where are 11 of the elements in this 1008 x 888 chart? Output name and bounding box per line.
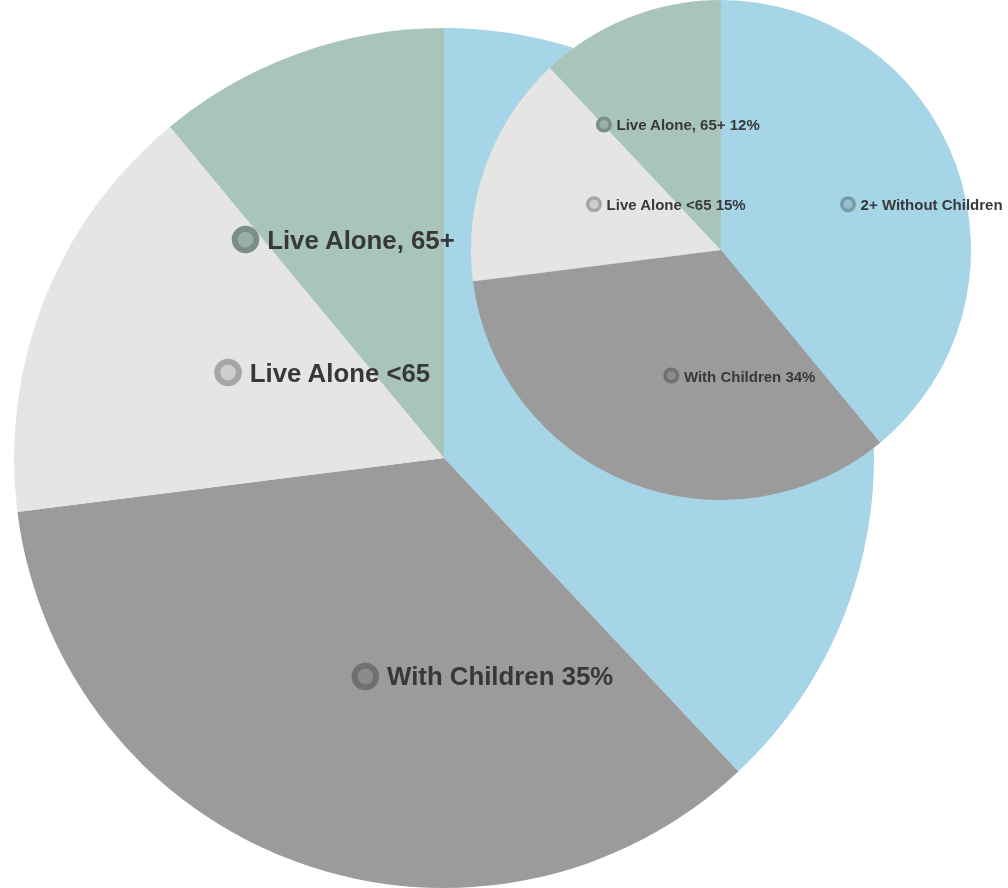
data-label: 15% [715, 195, 746, 213]
data-label: 35% [561, 662, 614, 691]
slice-label: Live Alone, 65+ [616, 115, 726, 133]
data-label: 12% [729, 115, 760, 133]
data-label: 34% [785, 367, 816, 385]
slice-label: Live Alone, 65+ [267, 225, 455, 254]
slice-label: With Children [683, 367, 782, 385]
slice-label: With Children [387, 662, 555, 691]
slice-label: 2+ Without Children [860, 195, 1003, 213]
slice-label: Live Alone <65 [249, 358, 431, 387]
slice-label: Live Alone <65 [606, 195, 712, 213]
